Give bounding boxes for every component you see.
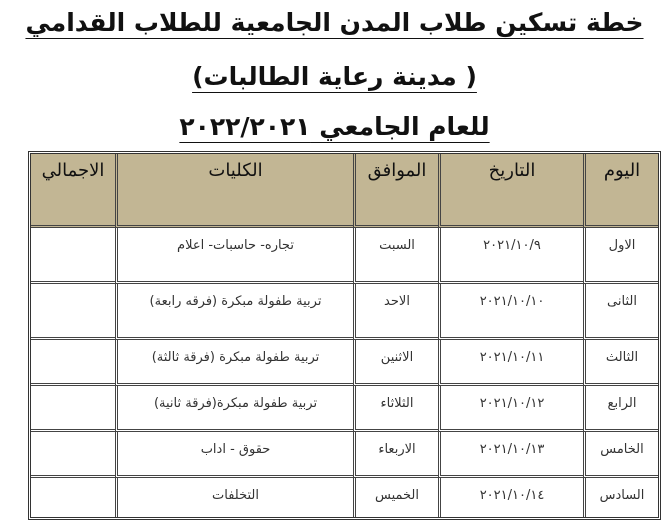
header-row: اليوم التاريخ الموافق الكليات الاجمالي (31, 154, 658, 228)
schedule-table: اليوم التاريخ الموافق الكليات الاجمالي ا… (28, 151, 661, 520)
cell-weekday: الخميس (353, 478, 438, 517)
cell-date: ٢٠٢١/١٠/١٢ (438, 386, 583, 432)
cell-colleges: تربية طفولة مبكرة (فرقة ثالثة) (115, 340, 353, 386)
title-line-1: خطة تسكين طلاب المدن الجامعية للطلاب الق… (0, 8, 669, 37)
cell-colleges: حقوق - اداب (115, 432, 353, 478)
cell-date: ٢٠٢١/١٠/١٣ (438, 432, 583, 478)
table-row: السادس ٢٠٢١/١٠/١٤ الخميس التخلفات (31, 478, 658, 517)
subtitle-text: ( مدينة رعاية الطالبات) (192, 62, 477, 91)
cell-total (31, 228, 115, 284)
cell-weekday: الاحد (353, 284, 438, 340)
cell-weekday: الاربعاء (353, 432, 438, 478)
header-total: الاجمالي (31, 154, 115, 228)
cell-day: الخامس (583, 432, 658, 478)
cell-weekday: السبت (353, 228, 438, 284)
title-line-3: للعام الجامعي ٢٠٢٢/٢٠٢١ (0, 112, 669, 141)
cell-colleges: تربية طفولة مبكرة(فرقة ثانية) (115, 386, 353, 432)
cell-total (31, 340, 115, 386)
table-row: الرابع ٢٠٢١/١٠/١٢ الثلاثاء تربية طفولة مبكر… (31, 386, 658, 432)
header-colleges: الكليات (115, 154, 353, 228)
table-row: الثالث ٢٠٢١/١٠/١١ الاثنين تربية طفولة مبكرة… (31, 340, 658, 386)
table-row: الخامس ٢٠٢١/١٠/١٣ الاربعاء حقوق - اداب (31, 432, 658, 478)
title-text: خطة تسكين طلاب المدن الجامعية للطلاب الق… (25, 8, 644, 37)
cell-date: ٢٠٢١/١٠/١١ (438, 340, 583, 386)
cell-date: ٢٠٢١/١٠/٩ (438, 228, 583, 284)
cell-day: الاول (583, 228, 658, 284)
header-date: التاريخ (438, 154, 583, 228)
cell-date: ٢٠٢١/١٠/١٠ (438, 284, 583, 340)
header-day: اليوم (583, 154, 658, 228)
cell-colleges: تربية طفولة مبكرة (فرقه رابعة) (115, 284, 353, 340)
cell-day: الرابع (583, 386, 658, 432)
title-line-2: ( مدينة رعاية الطالبات) (0, 62, 669, 91)
cell-day: الثالث (583, 340, 658, 386)
cell-day: السادس (583, 478, 658, 517)
year-text: للعام الجامعي ٢٠٢٢/٢٠٢١ (179, 112, 490, 141)
cell-date: ٢٠٢١/١٠/١٤ (438, 478, 583, 517)
cell-colleges: تجاره- حاسبات- اعلام (115, 228, 353, 284)
cell-total (31, 284, 115, 340)
table-row: الثانى ٢٠٢١/١٠/١٠ الاحد تربية طفولة مبكرة (… (31, 284, 658, 340)
header-weekday: الموافق (353, 154, 438, 228)
cell-day: الثانى (583, 284, 658, 340)
cell-weekday: الثلاثاء (353, 386, 438, 432)
cell-total (31, 386, 115, 432)
cell-total (31, 432, 115, 478)
cell-weekday: الاثنين (353, 340, 438, 386)
table-row: الاول ٢٠٢١/١٠/٩ السبت تجاره- حاسبات- اعلام (31, 228, 658, 284)
cell-total (31, 478, 115, 517)
cell-colleges: التخلفات (115, 478, 353, 517)
